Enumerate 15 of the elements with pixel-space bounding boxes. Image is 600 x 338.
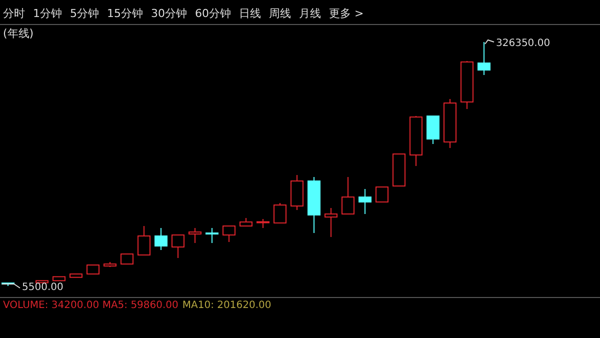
- text: MA10: 201620.00: [182, 300, 272, 311]
- text: 326350.00: [496, 38, 550, 49]
- text: 分时: [3, 7, 25, 20]
- text: 60分钟: [195, 7, 231, 20]
- text: 月线: [299, 7, 321, 20]
- annotation: 5500.00: [22, 282, 64, 293]
- text: VOLUME: 34200.00 MA5: 59860.00: [3, 300, 178, 311]
- chart-title: (年线): [3, 27, 34, 40]
- text: 周线: [269, 7, 291, 20]
- text: 日线: [239, 7, 261, 20]
- text: 1分钟: [33, 7, 62, 20]
- text: 更多 >: [329, 7, 364, 20]
- text: 5分钟: [70, 7, 99, 20]
- text: 30分钟: [151, 7, 187, 20]
- text: 15分钟: [107, 7, 143, 20]
